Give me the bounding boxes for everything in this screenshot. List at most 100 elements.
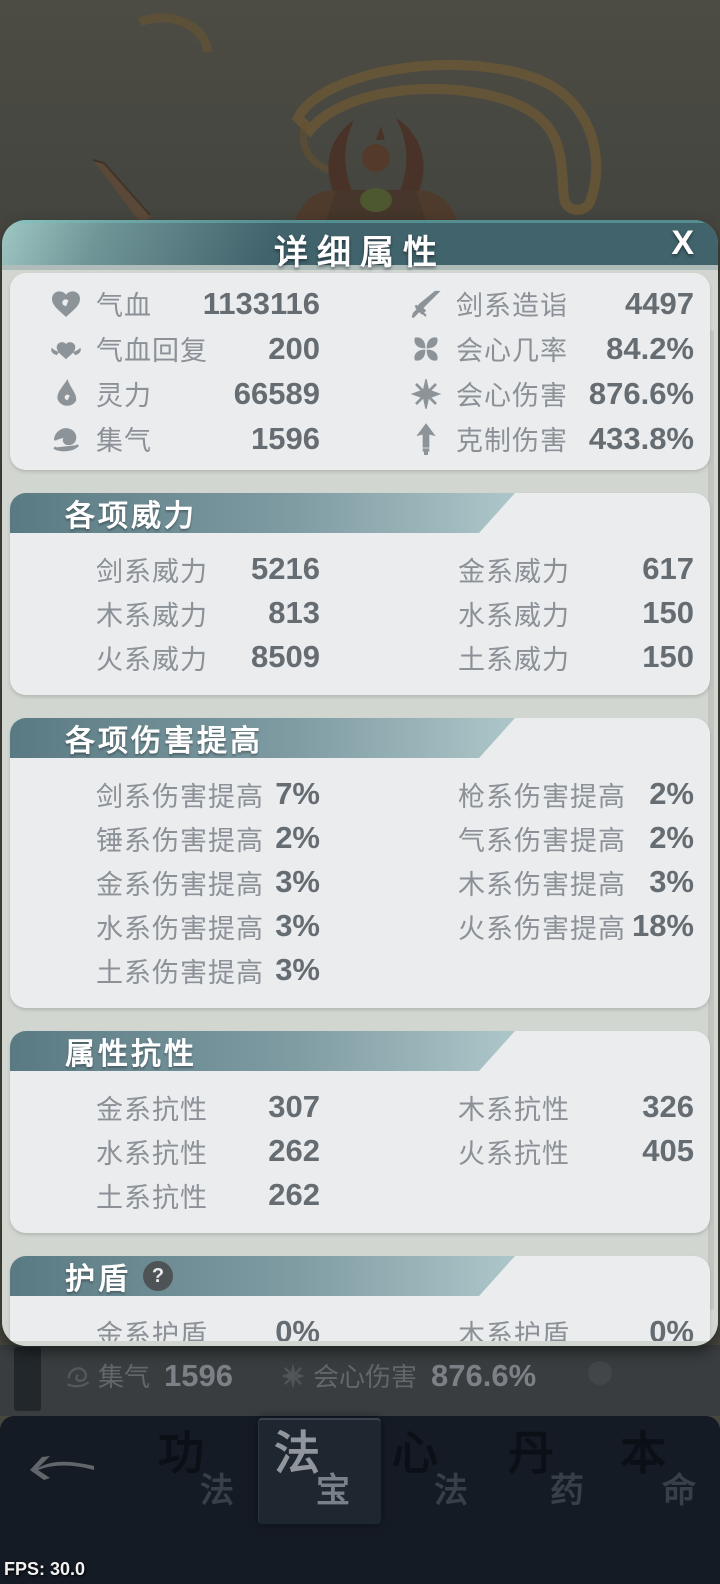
stat-value: 18% (631, 908, 694, 943)
power-section: 各项威力 剑系威力 5216 金系威力 617 木系威力 813 水系威力 150 火系… (10, 493, 710, 695)
arrow-up-icon (408, 421, 444, 457)
stat-value: 0% (275, 1314, 320, 1341)
stat-value: 66589 (233, 375, 320, 411)
stat-value: 150 (642, 639, 694, 674)
tab-benming[interactable]: 本 命 (608, 1430, 720, 1526)
stat-row: 锤系伤害提高 2% (10, 816, 360, 860)
character-art-icon (92, 13, 602, 222)
stat-label: 金系抗性 (96, 1094, 208, 1125)
stat-value: 326 (642, 1089, 694, 1124)
stat-row: 剑系伤害提高 7% (10, 772, 360, 816)
section-title: 护盾 (65, 1263, 131, 1296)
stat-value: 2% (649, 820, 694, 855)
stat-label: 木系抗性 (458, 1094, 570, 1125)
help-icon[interactable]: ? (143, 1261, 173, 1291)
sword-icon (408, 286, 444, 322)
heart-icon (48, 286, 84, 322)
tab-label: 命 (662, 1472, 696, 1510)
clover-icon (408, 331, 444, 367)
stat-row: 灵力 66589 (10, 371, 360, 416)
underlying-screen-strip: 集气 1596 会心伤害 876.6% (0, 1345, 720, 1416)
core-stats-card: 气血 1133116 剑系造诣 4497 气血回复 (10, 273, 710, 470)
stat-row: 枪系伤害提高 2% (360, 772, 710, 816)
tab-label: 心 (392, 1427, 438, 1479)
scrollbar-track[interactable] (708, 330, 714, 1310)
section-title: 各项伤害提高 (65, 725, 263, 758)
close-button[interactable]: X (671, 224, 694, 262)
stat-label: 金系威力 (458, 556, 570, 587)
stat-label: 水系威力 (458, 600, 570, 631)
stat-label: 气血 (96, 291, 152, 321)
section-banner: 各项威力 (10, 493, 515, 533)
stat-row: 剑系造诣 4497 (360, 281, 710, 326)
underlying-button-edge (588, 1361, 612, 1385)
tab-fabao-selected[interactable]: 法 宝 (258, 1418, 381, 1526)
detail-attributes-panel: 详细属性 X 气血 1133116 (2, 220, 718, 1346)
stat-label: 枪系伤害提高 (458, 781, 626, 812)
stat-value: 200 (268, 330, 320, 366)
section-title: 各项威力 (65, 500, 197, 533)
stat-label: 气血回复 (96, 336, 208, 366)
droplet-icon (48, 376, 84, 412)
stat-row: 集气 1596 (10, 416, 360, 461)
stat-label: 灵力 (96, 381, 152, 411)
tab-label: 宝 (316, 1472, 350, 1510)
stat-value: 2% (275, 820, 320, 855)
tab-label: 本 (620, 1427, 666, 1479)
stat-label: 木系威力 (96, 600, 208, 631)
section-banner: 护盾 ? (10, 1256, 515, 1296)
underlying-stat-label: 集气 (98, 1362, 151, 1392)
stat-value: 876.6% (588, 375, 694, 411)
stat-label: 剑系威力 (96, 556, 208, 587)
stat-value: 7% (275, 776, 320, 811)
stat-value: 3% (649, 864, 694, 899)
tab-label: 丹 (508, 1427, 554, 1479)
stat-row: 木系抗性 326 (360, 1085, 710, 1129)
stat-row: 金系伤害提高 3% (10, 860, 360, 904)
stat-row: 木系威力 813 (10, 591, 360, 635)
stat-label: 金系伤害提高 (96, 869, 264, 900)
back-button[interactable] (28, 1444, 98, 1492)
stat-value: 5216 (251, 551, 320, 586)
stat-value: 2% (649, 776, 694, 811)
tab-label: 药 (550, 1472, 584, 1510)
heart-regen-icon (48, 331, 84, 367)
tab-danyao[interactable]: 丹 药 (496, 1430, 612, 1526)
stat-row: 水系抗性 262 (10, 1129, 360, 1173)
section-title: 属性抗性 (65, 1038, 197, 1071)
stat-label: 水系伤害提高 (96, 913, 264, 944)
underlying-stat-label: 会心伤害 (312, 1362, 417, 1392)
stat-value: 307 (268, 1089, 320, 1124)
swirl-icon (64, 1362, 92, 1390)
panel-header: 详细属性 X (2, 220, 718, 272)
stat-row: 土系威力 150 (360, 635, 710, 679)
stat-label: 会心伤害 (456, 381, 568, 411)
stat-value: 4497 (625, 285, 694, 321)
stat-label: 剑系造诣 (456, 291, 568, 321)
stat-label: 土系威力 (458, 644, 570, 675)
tab-gongfa[interactable]: 功 法 (146, 1430, 262, 1526)
stat-label: 气系伤害提高 (458, 825, 626, 856)
underlying-stats-row: 集气 1596 会心伤害 876.6% (64, 1357, 582, 1394)
stat-row-empty (360, 1173, 710, 1217)
tab-xinfa[interactable]: 心 法 (380, 1430, 496, 1526)
stat-row: 金系护盾 0% (10, 1310, 360, 1341)
stat-row: 土系伤害提高 3% (10, 948, 360, 992)
panel-scroll-area[interactable]: 气血 1133116 剑系造诣 4497 气血回复 (2, 270, 718, 1341)
stat-value: 3% (275, 864, 320, 899)
stat-value: 262 (268, 1177, 320, 1212)
tab-label: 法 (274, 1427, 320, 1479)
stat-row: 克制伤害 433.8% (360, 416, 710, 461)
stat-row: 火系伤害提高 18% (360, 904, 710, 948)
stat-value: 433.8% (588, 420, 694, 456)
tab-label: 功 (158, 1427, 204, 1479)
stat-row: 木系护盾 0% (360, 1310, 710, 1341)
stat-label: 剑系伤害提高 (96, 781, 264, 812)
stat-label: 集气 (96, 426, 152, 456)
stat-value: 262 (268, 1133, 320, 1168)
underlying-stat-value: 876.6% (431, 1357, 537, 1393)
underlying-portrait-edge (14, 1347, 41, 1411)
stat-label: 火系伤害提高 (458, 913, 626, 944)
section-banner: 各项伤害提高 (10, 718, 515, 758)
underlying-stat-value: 1596 (164, 1357, 233, 1393)
